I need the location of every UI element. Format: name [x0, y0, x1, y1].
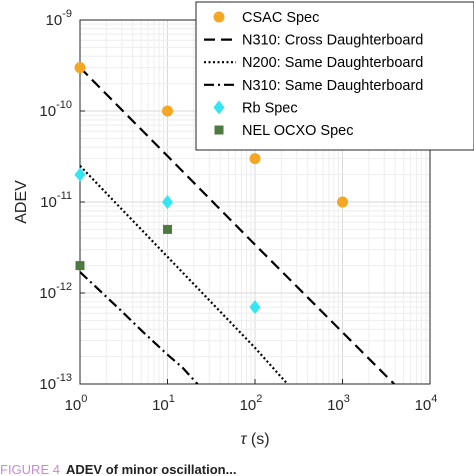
x-tick-exponent: 3 [344, 393, 350, 405]
y-tick-label: 10-9 [46, 8, 72, 29]
y-tick-exponent: -13 [56, 372, 72, 384]
data-point-diamond [162, 195, 173, 209]
legend-entry-label: CSAC Spec [242, 10, 319, 26]
y-tick-base: 10 [39, 376, 56, 393]
x-tick-exponent: 1 [169, 393, 175, 405]
y-tick-label: 10-10 [39, 99, 72, 120]
y-tick-exponent: -10 [56, 99, 72, 111]
legend-entry-label: NEL OCXO Spec [242, 123, 353, 139]
legend-swatch-diamond [213, 100, 225, 115]
y-tick-exponent: -11 [57, 190, 72, 202]
x-tick-label: 104 [415, 393, 438, 414]
x-tick-base: 10 [240, 397, 257, 414]
legend-box [195, 1, 474, 151]
series-line-dotted [80, 165, 289, 384]
legend-entry-label: N310: Cross Daughterboard [242, 33, 423, 49]
x-tick-label: 101 [152, 393, 175, 414]
data-point-circle [74, 62, 86, 74]
data-point-square [163, 224, 172, 234]
legend-swatch-circle [213, 11, 225, 23]
data-point-circle [249, 153, 261, 165]
data-point-diamond [74, 167, 86, 182]
y-tick-exponent: -9 [62, 8, 72, 20]
x-tick-label: 103 [327, 393, 350, 414]
x-tick-base: 10 [415, 397, 432, 414]
series-line-dashdot [80, 271, 199, 384]
data-point-diamond [249, 300, 261, 315]
data-point-circle [337, 196, 348, 208]
y-tick-exponent: -12 [56, 281, 72, 293]
figure-caption: FIGURE 4 ADEV of minor oscillation... [0, 462, 236, 476]
y-tick-label: 10-12 [39, 281, 72, 302]
y-axis-label: ADEV [13, 180, 30, 224]
x-tick-label: 102 [240, 393, 263, 414]
legend-swatch-square [214, 125, 224, 135]
y-tick-label: 10-13 [39, 372, 72, 393]
legend-entry-label: N310: Same Daughterboard [242, 78, 423, 94]
y-tick-base: 10 [39, 103, 56, 120]
x-tick-base: 10 [152, 397, 169, 414]
caption-prefix: FIGURE 4 [0, 462, 60, 476]
x-tick-label: 100 [65, 393, 88, 414]
y-tick-base: 10 [39, 285, 56, 302]
x-axis-label: τ (s) [240, 431, 269, 448]
x-axis-label-symbol: τ [240, 431, 247, 448]
data-point-circle [162, 105, 173, 117]
series-layer [74, 62, 395, 384]
caption-bold: ADEV of minor oscillation... [66, 462, 236, 476]
y-tick-base: 10 [46, 12, 63, 29]
x-tick-exponent: 2 [256, 393, 262, 405]
legend-entry-label: N200: Same Daughterboard [242, 55, 423, 71]
legend: CSAC Spec N310: Cross Daughterboard N200: … [195, 1, 474, 151]
x-axis-label-unit: (s) [246, 431, 269, 448]
x-tick-exponent: 4 [431, 393, 437, 405]
x-tick-base: 10 [327, 397, 344, 414]
y-tick-label: 10-11 [40, 190, 72, 211]
data-point-square [75, 261, 85, 271]
x-tick-base: 10 [65, 397, 82, 414]
series-line-dashed [80, 66, 395, 384]
x-tick-exponent: 0 [81, 393, 87, 405]
y-tick-base: 10 [40, 194, 57, 211]
legend-entry-label: Rb Spec [242, 100, 298, 116]
